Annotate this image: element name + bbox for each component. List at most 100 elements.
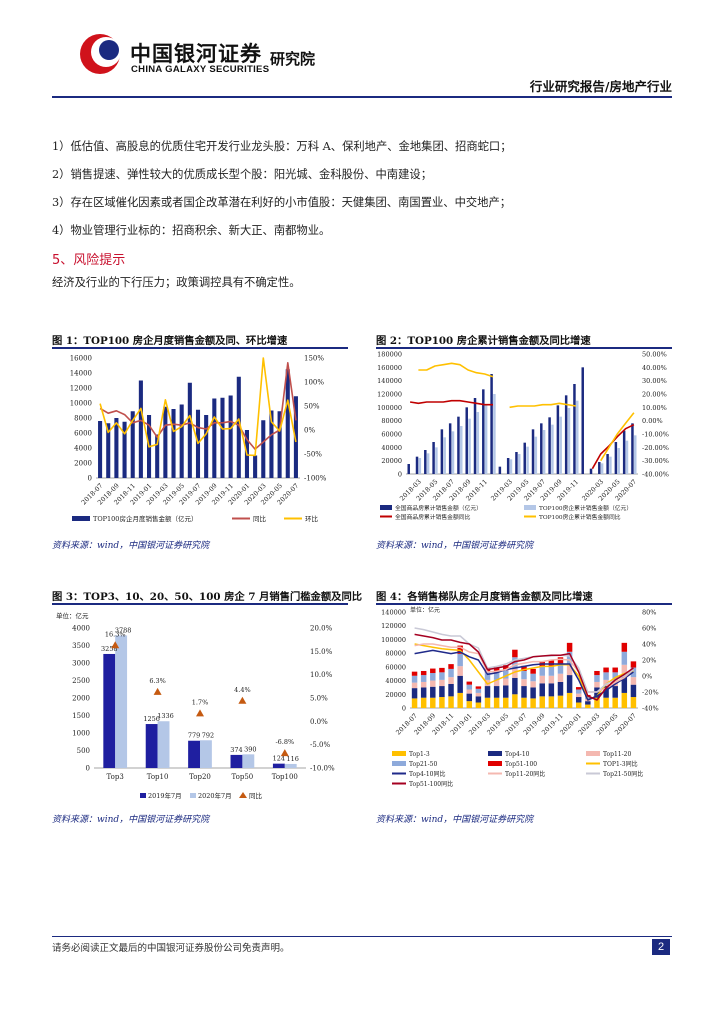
bar-stack-segment [484,686,491,698]
data-label-yoy: 1.7% [192,698,209,706]
legend-label-national-cumulative: 全国商品房累计销售金额（亿元） [395,504,482,512]
bar-monthly-sales [98,421,103,478]
y2-tick-label: -40% [642,705,659,713]
y-tick-label: 2000 [72,695,90,703]
bar-stack-segment [439,667,445,673]
bar-stack-segment [411,682,418,689]
figure-4-chart: 单位：亿元 140000 120000 100000 80000 60000 40000 20… [381,606,659,788]
y2-tick-label: 20.00% [642,391,667,399]
bar-stack-segment [530,673,536,682]
data-label-2020: 1336 [157,712,174,720]
figure-2-source: 资料来源：wind，中国银河证券研究院 [376,541,534,551]
bar-stack-segment [420,675,427,682]
y2-tick-label: 60% [642,625,656,633]
bar-stack-segment [557,695,564,708]
bar-monthly-sales [106,423,111,478]
bar-stack-segment [594,670,600,676]
risk-paragraph: 经济及行业的下行压力；政策调控具有不确定性。 [52,276,301,289]
y2-tick-label: 15.0% [310,648,333,656]
bar-stack-segment [566,642,573,652]
bar-monthly-sales [293,396,298,478]
bar-stack-segment [630,697,637,708]
bar-national-cumulative [407,464,410,474]
bar-stack-segment [457,666,463,676]
bar-stack-segment [430,686,436,698]
line-yoy [99,362,297,450]
bar-top100-cumulative [534,436,538,474]
bar-stack-segment [548,696,555,708]
y-tick-label: 40000 [381,444,402,452]
y-tick-label: 60000 [385,663,406,671]
bar-2020-jul [157,721,170,768]
institute-label: 研究院 [270,50,316,68]
y2-tick-label: -10.0% [310,765,335,773]
y2-tick-label: 0% [642,673,652,681]
bar-national-cumulative [415,456,419,474]
bar-stack-segment [493,672,500,680]
bar-stack-segment [466,689,473,694]
bar-stack-segment [503,665,509,671]
bar-stack-segment [430,680,436,687]
bar-stack-segment [621,642,628,652]
bar-national-cumulative [424,450,427,474]
bar-stack-segment [503,670,509,679]
y-tick-label: 140000 [377,377,402,385]
bar-national-cumulative [482,389,485,474]
bar-stack-segment [493,697,500,708]
bar-top100-cumulative [460,426,463,474]
y-tick-label: 180000 [377,351,402,359]
bar-stack-segment [420,697,427,708]
y2-tick-label: 20.0% [310,625,333,633]
bar-monthly-sales [122,421,127,478]
bar-stack-segment [448,696,454,708]
recommendation-paragraph-2: 2）销售提速、弹性较大的优质成长型个股：阳光城、金科股份、中南建设； [52,168,432,181]
bar-national-cumulative [548,417,551,474]
bar-monthly-sales [155,434,160,478]
y-tick-label: 20000 [385,691,406,699]
bar-top100-cumulative [542,430,546,474]
y2-tick-label: 20% [642,657,656,665]
y-tick-label: 8000 [74,415,92,423]
line-yoy-tier [414,633,634,701]
x-tick-label: Top50 [232,773,254,781]
y2-tick-label: -50% [304,451,322,459]
bar-national-cumulative [448,423,452,474]
data-label-2019: 374 [230,746,242,754]
legend-swatch-top100-cumulative [524,505,536,510]
y2-tick-label: 10.0% [310,671,333,679]
y-tick-label: 120000 [377,391,402,399]
legend-swatch-bar [488,761,502,766]
line-national-yoy [409,399,493,406]
figure-2-rule [376,347,672,349]
y-tick-label: 12000 [70,385,92,393]
y2-tick-label: 5.0% [310,695,328,703]
line-top100-yoy [418,362,494,378]
data-label-2020: 116 [287,755,299,763]
logo-mark-icon [80,34,121,74]
bar-stack-segment [621,692,628,708]
bar-stack-segment [594,697,600,708]
y2-tick-label: 0% [304,427,315,435]
bar-2020-jul [284,763,297,768]
y-tick-label: 40000 [385,677,406,685]
y-tick-label: 20000 [381,457,402,465]
legend-swatch-2019 [140,793,146,798]
bar-top100-cumulative [567,408,571,474]
y-tick-label: 1500 [72,712,90,720]
header-divider [52,96,672,98]
bar-stack-segment [566,651,573,665]
legend-label: Top21-50同比 [603,770,643,778]
y-tick-label: 500 [77,747,90,755]
bar-stack-segment [530,687,536,699]
bar-stack-segment [521,670,527,680]
figure-3-title: 图 3：TOP3、10、20、50、100 房企 7 月销售门槛金额及同比 [52,591,363,603]
bar-stack-segment [512,657,518,669]
legend-label: Top21-50 [409,761,437,768]
bar-stack-segment [612,686,618,698]
bar-national-cumulative [523,442,526,474]
y-tick-label: 0 [398,471,402,479]
legend-label: Top51-100 [505,761,537,768]
y2-tick-label: 150% [304,355,324,363]
bar-stack-segment [466,701,473,708]
data-label-2020: 792 [202,731,214,739]
